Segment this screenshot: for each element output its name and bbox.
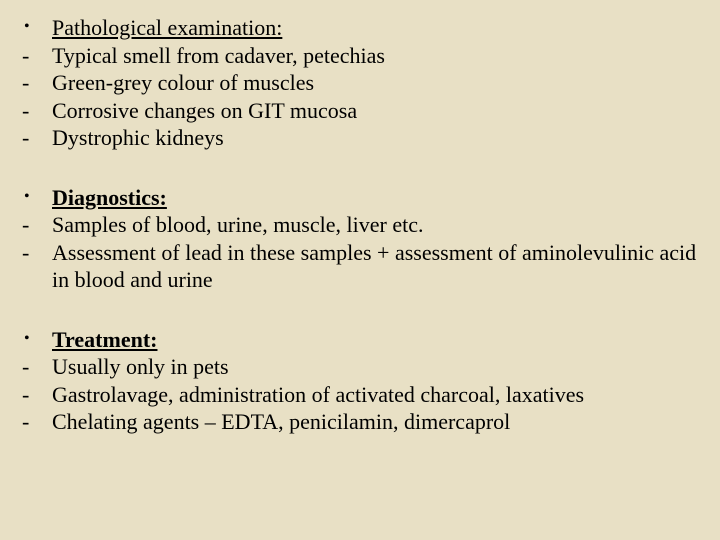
item-text: Usually only in pets [52,353,700,381]
dash-icon: - [18,353,52,381]
list-item: - Usually only in pets [18,353,700,381]
dash-icon: - [18,69,52,97]
dash-icon: - [18,124,52,152]
section-heading: Pathological examination: [52,14,700,42]
section-heading: Treatment: [52,326,700,354]
section-diagnostics: • Diagnostics: - Samples of blood, urine… [18,184,700,294]
item-text: Dystrophic kidneys [52,124,700,152]
dash-icon: - [18,42,52,70]
item-text: Assessment of lead in these samples + as… [52,239,700,294]
heading-line: • Pathological examination: [18,14,700,42]
bullet-icon: • [18,14,52,40]
list-item: - Green-grey colour of muscles [18,69,700,97]
list-item: - Gastrolavage, administration of activa… [18,381,700,409]
list-item: - Samples of blood, urine, muscle, liver… [18,211,700,239]
dash-icon: - [18,97,52,125]
item-text: Samples of blood, urine, muscle, liver e… [52,211,700,239]
dash-icon: - [18,239,52,267]
list-item: - Assessment of lead in these samples + … [18,239,700,294]
list-item: - Corrosive changes on GIT mucosa [18,97,700,125]
section-treatment: • Treatment: - Usually only in pets - Ga… [18,326,700,436]
section-pathological: • Pathological examination: - Typical sm… [18,14,700,152]
bullet-icon: • [18,326,52,352]
bullet-icon: • [18,184,52,210]
list-item: - Dystrophic kidneys [18,124,700,152]
item-text: Typical smell from cadaver, petechias [52,42,700,70]
dash-icon: - [18,211,52,239]
section-heading: Diagnostics: [52,184,700,212]
dash-icon: - [18,381,52,409]
list-item: - Typical smell from cadaver, petechias [18,42,700,70]
item-text: Green-grey colour of muscles [52,69,700,97]
heading-line: • Treatment: [18,326,700,354]
heading-line: • Diagnostics: [18,184,700,212]
list-item: - Chelating agents – EDTA, penicilamin, … [18,408,700,436]
item-text: Chelating agents – EDTA, penicilamin, di… [52,408,700,436]
item-text: Corrosive changes on GIT mucosa [52,97,700,125]
item-text: Gastrolavage, administration of activate… [52,381,700,409]
dash-icon: - [18,408,52,436]
